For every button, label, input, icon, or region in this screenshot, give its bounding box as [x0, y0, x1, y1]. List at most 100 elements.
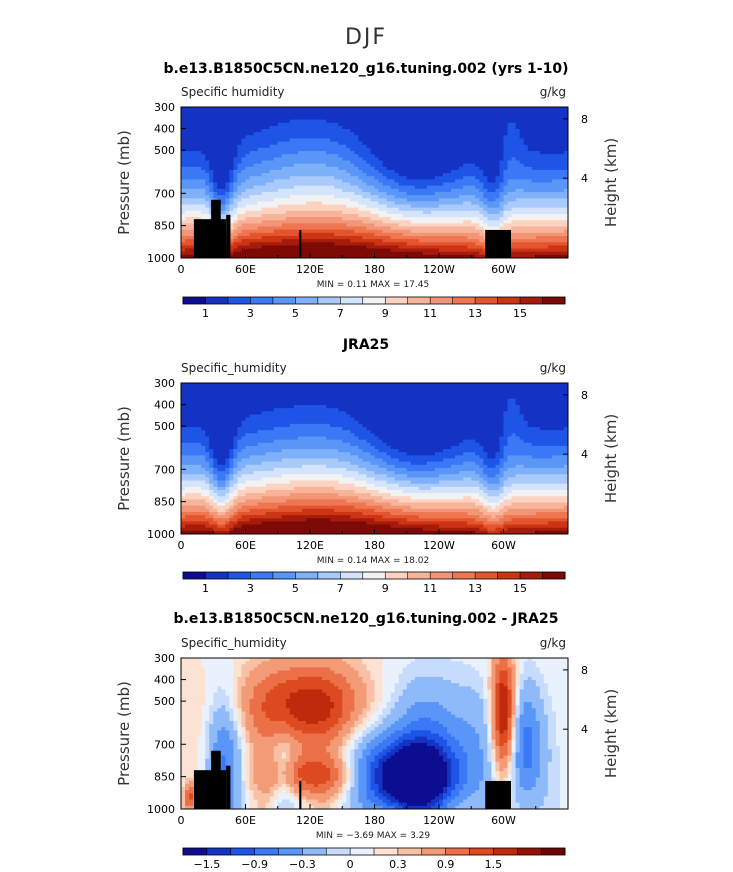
field-cell [338, 166, 359, 171]
field-cell [378, 724, 392, 728]
field-cell [241, 764, 247, 769]
field-cell [338, 774, 343, 779]
field-cell [511, 502, 568, 507]
field-cell [261, 207, 359, 212]
field-cell [253, 714, 267, 719]
field-cell [459, 166, 480, 171]
field-cell [443, 755, 448, 760]
y-axis-title: Pressure (mb) [115, 130, 133, 235]
field-cell [354, 774, 359, 779]
colorbar-swatch [278, 848, 303, 855]
field-cell [181, 511, 210, 516]
field-cell [487, 717, 493, 722]
field-cell [559, 774, 568, 779]
field-cell [555, 714, 568, 719]
field-cell [511, 768, 517, 772]
field-cell [354, 736, 359, 741]
field-cell [229, 730, 239, 735]
field-cell [261, 790, 271, 794]
field-cell [503, 141, 525, 146]
field-cell [511, 242, 568, 247]
field-cell [495, 724, 501, 728]
field-cell [366, 245, 400, 250]
field-cell [217, 185, 226, 190]
field-cell [338, 154, 359, 158]
field-cell [233, 708, 239, 713]
field-cell [475, 254, 488, 258]
field-cell [358, 670, 372, 675]
field-cell [229, 204, 239, 209]
field-cell [181, 122, 279, 127]
field-cell [362, 661, 384, 665]
field-cell [354, 720, 363, 725]
field-cell [241, 505, 279, 510]
field-cell [398, 207, 484, 212]
field-cell [205, 505, 214, 510]
field-cell [382, 777, 448, 782]
field-cell [519, 736, 525, 741]
field-cell [233, 680, 239, 684]
field-cell [277, 764, 287, 769]
field-cell [499, 727, 509, 731]
field-cell [531, 786, 549, 791]
field-cell [487, 670, 493, 675]
field-cell [483, 698, 488, 703]
field-cell [181, 110, 568, 114]
field-cell [213, 477, 218, 482]
field-cell [245, 799, 251, 804]
field-cell [237, 493, 247, 497]
field-cell [366, 780, 372, 785]
field-cell [330, 774, 339, 779]
field-cell [213, 173, 230, 177]
field-cell [390, 749, 400, 753]
field-cell [225, 511, 234, 516]
field-cell [499, 702, 509, 706]
field-cell [426, 802, 436, 807]
field-cell [451, 780, 460, 785]
field-cell [479, 188, 488, 193]
field-cell [253, 780, 279, 785]
field-cell [181, 455, 206, 460]
field-cell [245, 154, 283, 158]
field-cell [499, 486, 505, 491]
field-cell [241, 160, 263, 165]
topography-mask [485, 229, 512, 258]
colorbar-swatch [475, 297, 498, 304]
field-cell [342, 755, 347, 760]
field-cell [390, 698, 400, 703]
field-cell [205, 680, 235, 684]
field-cell [406, 518, 476, 523]
field-cell [483, 496, 505, 500]
field-cell [261, 461, 351, 466]
field-cell [531, 179, 553, 184]
field-cell [205, 455, 210, 460]
field-cell [539, 695, 553, 700]
field-cell [362, 755, 368, 760]
field-cell [229, 191, 235, 196]
field-cell [261, 411, 347, 416]
field-cell [447, 786, 456, 791]
field-cell [233, 771, 243, 775]
field-cell [181, 414, 251, 419]
field-cell [519, 733, 525, 738]
field-cell [269, 799, 275, 804]
field-cell [221, 758, 226, 763]
field-cell [181, 527, 214, 532]
field-cell [511, 708, 517, 713]
field-cell [374, 746, 388, 750]
field-cell [410, 661, 464, 665]
field-cell [515, 198, 568, 202]
field-cell [241, 758, 247, 763]
field-cell [374, 774, 384, 779]
field-cell [217, 477, 226, 482]
field-cell [197, 739, 206, 744]
field-cell [543, 708, 553, 713]
field-cell [507, 493, 568, 497]
field-cell [350, 414, 505, 419]
field-cell [350, 802, 363, 807]
field-cell [318, 799, 327, 804]
field-cell [479, 742, 488, 747]
field-cell [233, 166, 239, 171]
field-cell [213, 489, 230, 494]
field-cell [362, 802, 376, 807]
